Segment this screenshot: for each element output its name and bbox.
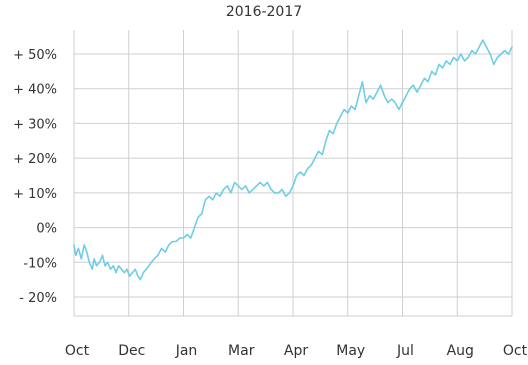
x-tick-label: May	[336, 343, 365, 359]
y-tick-label: + 10%	[13, 187, 57, 202]
y-tick-label: + 20%	[13, 152, 57, 167]
y-tick-label: -10%	[23, 256, 57, 271]
y-tick-label: + 50%	[13, 48, 57, 63]
x-axis-ticks: Oct Dec Jan Mar Apr May Jul Aug Oct	[65, 343, 528, 359]
y-tick-label: - 20%	[19, 291, 57, 306]
y-tick-label: 0%	[36, 222, 57, 237]
x-tick-label: Aug	[447, 343, 474, 359]
chart-title: 2016-2017	[225, 4, 303, 20]
series-line	[73, 39, 513, 281]
x-tick-label: Apr	[284, 343, 308, 359]
grid-lines	[73, 30, 513, 317]
y-tick-label: + 30%	[13, 117, 57, 132]
x-tick-label: Dec	[118, 343, 145, 359]
x-tick-label: Jul	[396, 343, 414, 359]
x-tick-label: Mar	[228, 343, 255, 359]
x-tick-label: Jan	[175, 343, 198, 359]
y-axis-ticks: + 50% + 40% + 30% + 20% + 10% 0% -10% - 20%	[13, 48, 57, 306]
y-tick-label: + 40%	[13, 83, 57, 98]
x-tick-label: Oct	[503, 343, 528, 359]
x-tick-label: Oct	[65, 343, 90, 359]
series-layer	[73, 39, 513, 281]
